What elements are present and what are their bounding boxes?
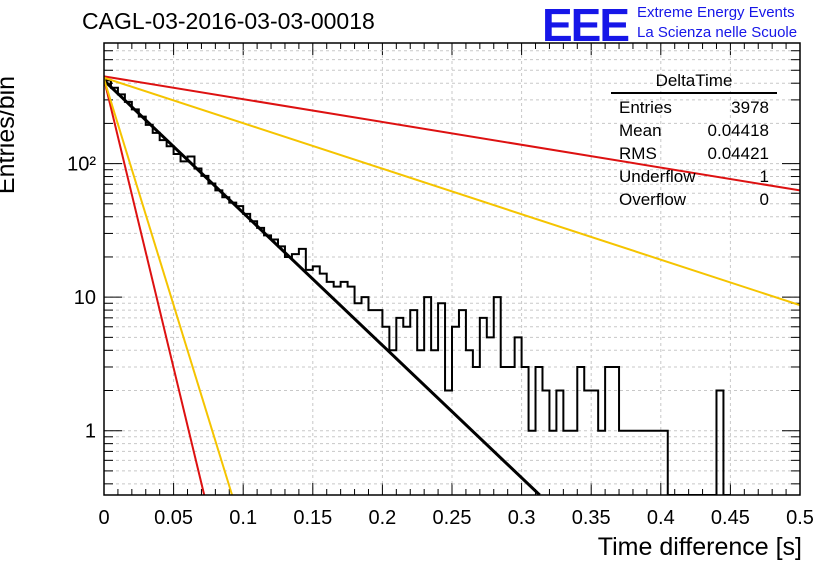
x-tick-label: 0.45 — [711, 507, 750, 529]
stats-value: 0 — [759, 190, 769, 209]
fit-line — [104, 75, 800, 192]
x-tick-label: 0.3 — [508, 507, 536, 529]
y-axis-label: Entries/bin — [0, 75, 20, 195]
fit-line — [104, 78, 234, 495]
fit-line — [104, 76, 800, 307]
stats-value: 3978 — [731, 98, 769, 117]
run-title: CAGL-03-2016-03-03-00018 — [82, 8, 375, 34]
stats-label: Overflow — [619, 190, 687, 209]
stats-row: Overflow 0 — [611, 188, 777, 211]
fit-line — [104, 79, 541, 495]
stats-value: 0.04421 — [707, 144, 769, 163]
stats-label: RMS — [619, 144, 657, 163]
x-tick-label: 0.5 — [786, 507, 814, 529]
y-tick-label: 1 — [85, 421, 96, 443]
x-tick-label: 0 — [98, 507, 109, 529]
x-tick-label: 0.1 — [229, 507, 257, 529]
x-tick-label: 0.2 — [368, 507, 396, 529]
stats-label: Entries — [619, 98, 672, 117]
x-tick-label: 0.25 — [433, 507, 472, 529]
stats-row: Underflow 1 — [611, 165, 777, 188]
x-axis-label: Time difference [s] — [597, 533, 802, 561]
stats-row: Mean 0.04418 — [611, 119, 777, 142]
stats-row: RMS 0.04421 — [611, 142, 777, 165]
x-tick-label: 0.15 — [293, 507, 332, 529]
stats-value: 0.04418 — [707, 121, 769, 140]
x-tick-label: 0.4 — [647, 507, 675, 529]
logo-line-2: La Scienza nelle Scuole — [637, 24, 798, 41]
y-tick-label: 10² — [67, 154, 96, 176]
fit-line — [104, 78, 206, 495]
stats-title: DeltaTime — [611, 71, 777, 94]
x-tick-label: 0.35 — [572, 507, 611, 529]
stats-label: Underflow — [619, 167, 696, 186]
stats-row: Entries 3978 — [611, 96, 777, 119]
stats-value: 1 — [759, 167, 769, 186]
y-tick-label: 10 — [74, 287, 96, 309]
plot-frame — [103, 42, 801, 496]
x-tick-label: 0.05 — [154, 507, 193, 529]
stats-box: DeltaTime Entries 3978 Mean 0.04418 RMS 0.0… — [611, 71, 777, 211]
logo-line-1: Extreme Energy Events — [637, 4, 795, 21]
eee-logo: EEE — [542, 0, 630, 51]
stats-label: Mean — [619, 121, 662, 140]
